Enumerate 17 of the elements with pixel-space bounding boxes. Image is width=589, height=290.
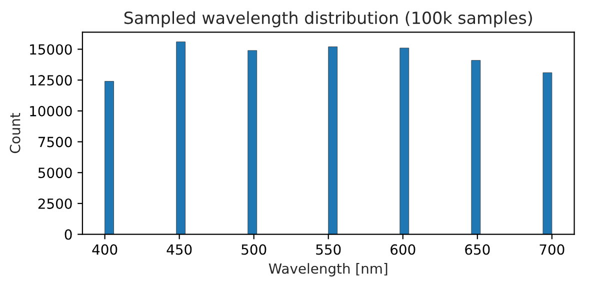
x-tick-label: 600	[390, 244, 416, 255]
y-tick-label: 12500	[30, 75, 72, 86]
x-tick-label: 550	[316, 244, 341, 255]
x-tick-label: 700	[540, 244, 564, 255]
y-tick-label: 2500	[38, 198, 72, 209]
x-tick-label: 500	[242, 244, 266, 255]
x-tick-label: 650	[465, 244, 490, 255]
y-tick-label: 7500	[38, 136, 72, 148]
x-tick-label: 400	[92, 244, 118, 255]
x-tick-label: 450	[166, 244, 192, 255]
y-tick-label: 5000	[38, 168, 72, 178]
y-tick-label: 10000	[30, 106, 72, 116]
x-axis-title: Wavelength [nm]	[268, 263, 388, 276]
y-tick-label: 15000	[30, 44, 72, 55]
y-tick-label: 0	[64, 229, 72, 240]
chart-title: Sampled wavelength distribution (100k samples)	[124, 11, 532, 28]
y-axis-title: Count	[10, 112, 20, 154]
